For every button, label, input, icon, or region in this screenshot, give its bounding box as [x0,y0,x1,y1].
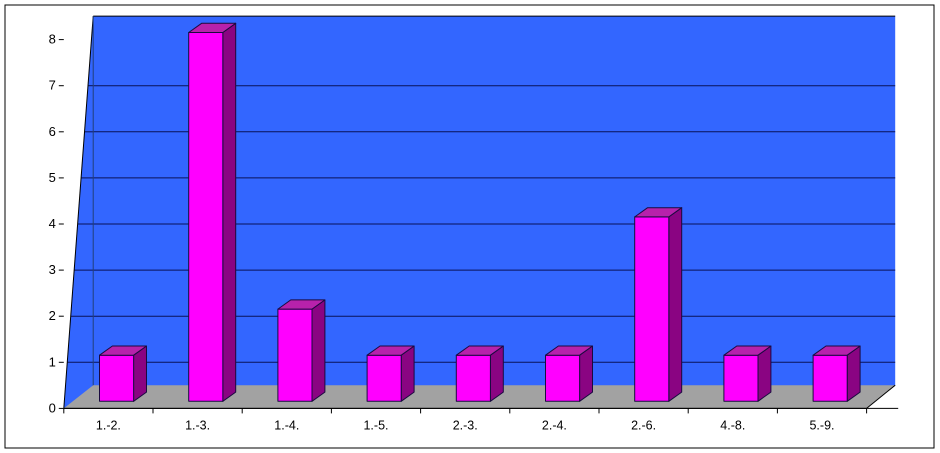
svg-text:1.-2.: 1.-2. [96,418,121,432]
svg-text:4.-8.: 4.-8. [720,418,745,432]
svg-text:6: 6 [49,124,56,139]
svg-text:1: 1 [49,354,56,369]
svg-text:2.-4.: 2.-4. [542,418,567,432]
svg-text:7: 7 [49,78,56,93]
svg-text:8: 8 [49,32,56,47]
svg-text:5.-9.: 5.-9. [809,418,834,432]
svg-text:5: 5 [49,170,56,185]
svg-text:0: 0 [49,400,56,415]
svg-text:4: 4 [49,216,56,231]
svg-text:2.-6.: 2.-6. [631,418,656,432]
svg-text:2.-3.: 2.-3. [453,418,478,432]
svg-text:1.-3.: 1.-3. [185,418,210,432]
svg-text:3: 3 [49,262,56,277]
svg-text:2: 2 [49,308,56,323]
svg-text:1.-5.: 1.-5. [363,418,388,432]
svg-text:1.-4.: 1.-4. [274,418,299,432]
